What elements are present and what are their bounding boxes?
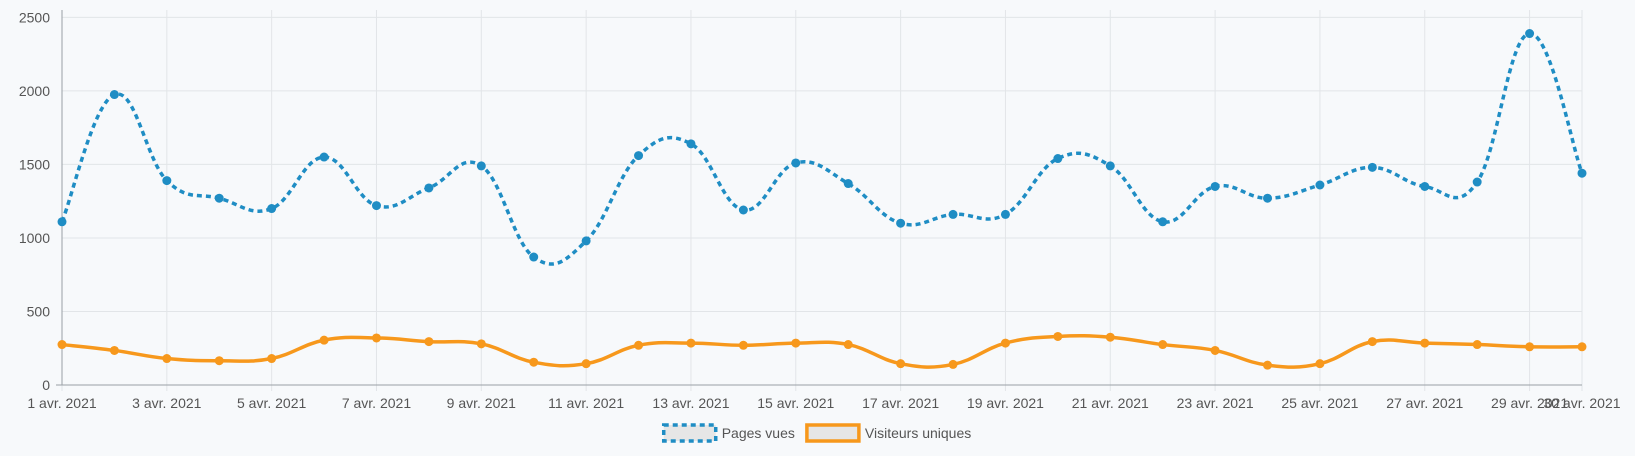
data-point[interactable] [476,339,486,349]
series-line [60,31,1584,266]
y-axis-ticks: 0 500 1000 1500 2000 2500 [19,9,50,393]
data-point[interactable] [319,335,329,345]
legend-item-pages-vues[interactable]: Pages vues [661,423,795,443]
data-point[interactable] [529,357,539,367]
chart-series [57,29,1587,370]
data-point[interactable] [267,354,277,364]
data-point[interactable] [319,152,329,162]
legend-label: Pages vues [722,425,795,441]
data-point[interactable] [1367,337,1377,347]
data-point[interactable] [529,252,539,262]
data-point[interactable] [1315,180,1325,190]
data-point[interactable] [1000,209,1010,219]
chart-legend[interactable]: Pages vues Visiteurs uniques [661,423,972,443]
data-point[interactable] [1053,154,1063,164]
data-point[interactable] [1525,29,1535,39]
data-point[interactable] [214,356,224,366]
x-tick-label: 1 avr. 2021 [27,395,96,411]
y-tick-label: 2500 [19,9,50,25]
data-point[interactable] [1367,162,1377,172]
data-point[interactable] [1472,340,1482,350]
x-axis-ticks: 1 avr. 2021 3 avr. 2021 5 avr. 2021 7 avr. … [27,395,1620,411]
data-point[interactable] [1000,338,1010,348]
y-tick-label: 1000 [19,230,50,246]
x-tick-label: 7 avr. 2021 [342,395,411,411]
x-tick-label: 25 avr. 2021 [1281,395,1358,411]
data-point[interactable] [1105,161,1115,171]
series-pages-vues [57,29,1587,266]
data-point[interactable] [686,139,696,149]
data-point[interactable] [738,340,748,350]
x-tick-label: 23 avr. 2021 [1177,395,1254,411]
data-point[interactable] [109,345,119,355]
y-tick-label: 1500 [19,156,50,172]
data-point[interactable] [791,158,801,168]
series-visiteurs-uniques [57,331,1587,370]
x-tick-label: 21 avr. 2021 [1072,395,1149,411]
x-tick-label: 15 avr. 2021 [757,395,834,411]
data-point[interactable] [948,209,958,219]
x-tick-label: 5 avr. 2021 [237,395,306,411]
data-point[interactable] [424,183,434,193]
x-tick-label: 11 avr. 2021 [548,395,624,411]
data-point[interactable] [791,338,801,348]
x-tick-label: 30 avr. 2021 [1543,395,1620,411]
data-point[interactable] [162,354,172,364]
data-point[interactable] [581,359,591,369]
data-point[interactable] [738,205,748,215]
data-point[interactable] [1472,177,1482,187]
data-point[interactable] [843,179,853,189]
data-point[interactable] [162,176,172,186]
legend-item-visiteurs-uniques[interactable]: Visiteurs uniques [805,423,971,443]
x-tick-label: 19 avr. 2021 [967,395,1044,411]
legend-swatch [805,423,861,443]
data-point[interactable] [267,204,277,214]
data-point[interactable] [1263,360,1273,370]
y-tick-label: 0 [42,377,50,393]
x-tick-label: 9 avr. 2021 [447,395,516,411]
data-point[interactable] [634,340,644,350]
chart-grid [61,10,1583,391]
data-point[interactable] [214,193,224,203]
data-point[interactable] [948,359,958,369]
x-tick-label: 3 avr. 2021 [132,395,201,411]
data-point[interactable] [1053,331,1063,341]
data-point[interactable] [1158,217,1168,227]
data-point[interactable] [424,337,434,347]
data-point[interactable] [1420,181,1430,191]
data-point[interactable] [1263,193,1273,203]
x-tick-label: 29 avr. 2021 [1491,395,1568,411]
data-point[interactable] [896,218,906,228]
data-point[interactable] [1210,181,1220,191]
x-tick-label: 17 avr. 2021 [862,395,939,411]
data-point[interactable] [371,333,381,343]
data-point[interactable] [1577,342,1587,352]
data-point[interactable] [1210,345,1220,355]
data-point[interactable] [57,340,67,350]
data-point[interactable] [1420,338,1430,348]
x-tick-label: 27 avr. 2021 [1386,395,1463,411]
data-point[interactable] [896,359,906,369]
data-point[interactable] [634,151,644,161]
data-point[interactable] [371,201,381,211]
y-tick-label: 500 [27,303,51,319]
data-point[interactable] [476,161,486,171]
series-line [61,334,1583,369]
data-point[interactable] [57,217,67,227]
data-point[interactable] [843,340,853,350]
data-point[interactable] [1577,168,1587,178]
data-point[interactable] [1525,342,1535,352]
legend-swatch [661,423,718,443]
chart-axes [56,10,1582,386]
data-point[interactable] [109,90,119,100]
legend-label: Visiteurs uniques [865,425,971,441]
y-tick-label: 2000 [19,83,50,99]
data-point[interactable] [1105,332,1115,342]
data-point[interactable] [1315,359,1325,369]
data-point[interactable] [1158,340,1168,350]
x-tick-label: 13 avr. 2021 [652,395,729,411]
data-point[interactable] [581,236,591,246]
data-point[interactable] [686,338,696,348]
